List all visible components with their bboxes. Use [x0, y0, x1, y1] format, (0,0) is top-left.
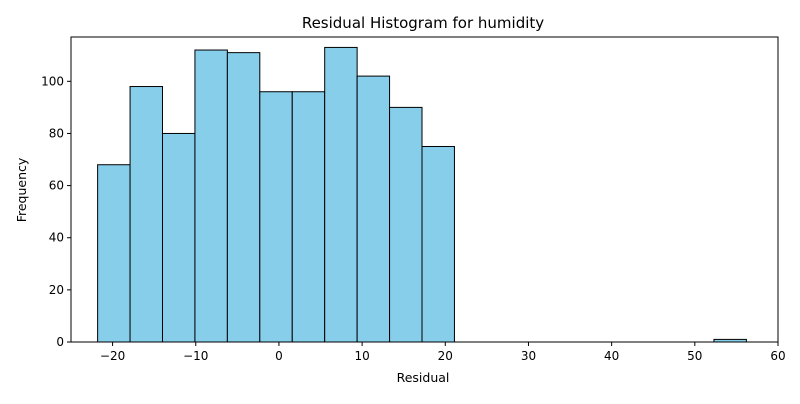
x-tick-label-2: −10 — [183, 349, 208, 363]
x-tick-label-9: 60 — [770, 349, 785, 363]
y-axis-ticks: 0 20 40 60 80 100 — [41, 74, 71, 349]
y-axis-label: Frequency — [14, 157, 29, 222]
bars-group — [97, 46, 747, 343]
histogram-bar-4 — [194, 49, 228, 343]
histogram-bar-1 — [97, 164, 131, 343]
y-tick-label-6: 100 — [41, 74, 64, 88]
chart-title: Residual Histogram for humidity — [302, 14, 544, 32]
y-tick-label-3: 40 — [49, 231, 64, 245]
x-tick-label-3: 0 — [275, 349, 283, 363]
histogram-bar-10 — [389, 106, 423, 343]
histogram-bar-3 — [161, 132, 196, 343]
x-tick-label-1: −20 — [100, 349, 125, 363]
histogram-bar-5 — [226, 52, 261, 343]
x-tick-label-5: 20 — [438, 349, 453, 363]
histogram-bar-11 — [421, 145, 455, 343]
y-tick-label-1: 0 — [56, 335, 64, 349]
y-tick-label-5: 80 — [49, 126, 64, 140]
histogram-bar-6 — [259, 91, 293, 343]
histogram-bar-7 — [291, 91, 326, 343]
histogram-bar-9 — [356, 75, 391, 343]
plot-frame — [70, 36, 779, 343]
x-axis-ticks: −20 −10 0 10 20 30 40 50 60 — [100, 342, 786, 363]
y-tick-label-2: 20 — [49, 283, 64, 297]
y-tick-label-4: 60 — [49, 179, 64, 193]
x-tick-label-7: 40 — [604, 349, 619, 363]
x-tick-label-8: 50 — [687, 349, 702, 363]
x-tick-label-4: 10 — [354, 349, 369, 363]
histogram-bar-2 — [129, 86, 163, 343]
x-tick-label-6: 30 — [521, 349, 536, 363]
histogram-bar-8 — [324, 46, 358, 343]
x-axis-label: Residual — [397, 370, 450, 385]
